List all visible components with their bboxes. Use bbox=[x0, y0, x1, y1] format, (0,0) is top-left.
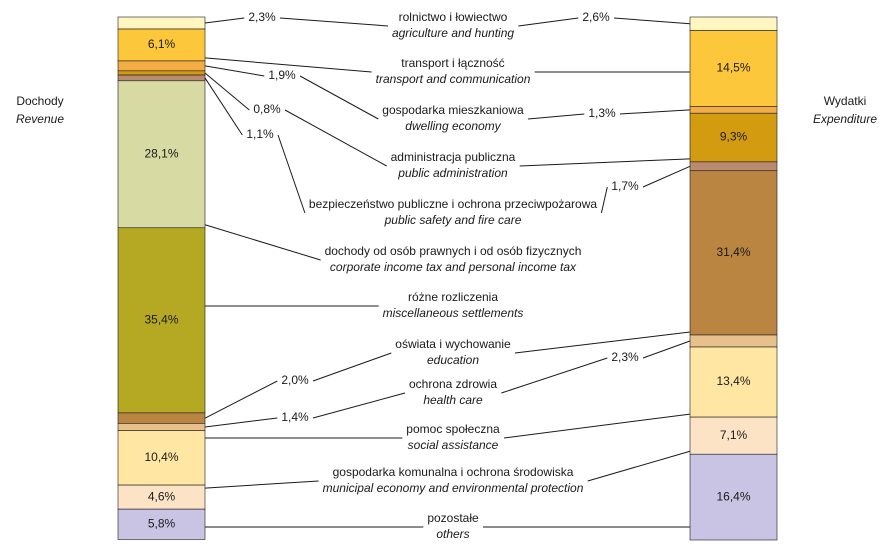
leader-line bbox=[514, 331, 691, 354]
leader-line bbox=[503, 413, 691, 439]
value-label: 28,1% bbox=[144, 146, 178, 160]
category-label: pozostałe bbox=[427, 511, 479, 525]
category-label: bezpieczeństwo publiczne i ochrona przec… bbox=[309, 197, 597, 211]
category-label: pomoc społeczna bbox=[406, 422, 500, 436]
segment bbox=[689, 161, 778, 172]
leader-line bbox=[204, 65, 265, 77]
segment bbox=[689, 30, 778, 107]
leader-line bbox=[204, 72, 250, 111]
segment bbox=[117, 430, 206, 486]
category-label-en: health care bbox=[423, 393, 483, 407]
segment bbox=[689, 453, 778, 541]
category-label: ochrona zdrowia bbox=[409, 377, 497, 391]
leader-line bbox=[312, 352, 392, 382]
series-name-en: Expenditure bbox=[813, 112, 877, 126]
leader-line bbox=[279, 17, 388, 27]
segment bbox=[117, 28, 206, 62]
leader-line bbox=[204, 224, 321, 261]
series-name-en: Revenue bbox=[16, 112, 64, 126]
value-label: 14,5% bbox=[716, 61, 750, 75]
segment bbox=[689, 170, 778, 336]
leader-line bbox=[642, 165, 691, 188]
segment bbox=[689, 16, 778, 31]
value-label: 2,0% bbox=[281, 373, 309, 387]
category-label: gospodarka komunalna i ochrona środowisk… bbox=[333, 465, 574, 479]
value-label: 1,7% bbox=[611, 179, 639, 193]
leader-line bbox=[312, 392, 406, 419]
value-label: 31,4% bbox=[716, 245, 750, 259]
value-label: 16,4% bbox=[716, 489, 750, 503]
category-label: dochody od osób prawnych i od osób fizyc… bbox=[325, 244, 582, 258]
category-label-en: transport and communication bbox=[376, 72, 531, 86]
segment bbox=[117, 423, 206, 431]
value-label: 5,8% bbox=[148, 516, 176, 530]
category-label-en: municipal economy and environmental prot… bbox=[323, 481, 584, 495]
leader-line bbox=[619, 109, 691, 115]
value-label: 35,4% bbox=[144, 313, 178, 327]
value-label: 1,3% bbox=[588, 106, 616, 120]
category-label: administracja publiczna bbox=[391, 150, 516, 164]
segment bbox=[117, 70, 206, 76]
category-label: różne rozliczenia bbox=[408, 290, 498, 304]
value-label: 1,4% bbox=[281, 410, 309, 424]
segment bbox=[689, 334, 778, 348]
value-label: 7,1% bbox=[720, 428, 748, 442]
leader-line bbox=[519, 158, 691, 167]
leader-line bbox=[204, 480, 319, 489]
leader-line bbox=[284, 109, 387, 167]
series-name: Wydatki bbox=[824, 94, 867, 108]
category-label: rolnictwo i łowiectwo bbox=[399, 10, 508, 24]
leader-line bbox=[527, 113, 585, 120]
value-label: 2,3% bbox=[248, 10, 276, 24]
segment bbox=[689, 106, 778, 114]
value-label: 13,4% bbox=[716, 374, 750, 388]
value-label: 6,1% bbox=[148, 37, 176, 51]
leader-line bbox=[518, 17, 579, 27]
series-name: Dochody bbox=[16, 94, 63, 108]
leader-line bbox=[204, 57, 372, 73]
category-label: gospodarka mieszkaniowa bbox=[382, 103, 524, 117]
category-label-en: corporate income tax and personal income… bbox=[330, 260, 577, 274]
category-label-en: agriculture and hunting bbox=[392, 26, 514, 40]
value-label: 1,1% bbox=[246, 127, 274, 141]
segment bbox=[117, 16, 206, 30]
segment bbox=[117, 412, 206, 424]
category-label-en: education bbox=[427, 353, 479, 367]
category-label-en: others bbox=[436, 527, 469, 541]
category-label-en: dwelling economy bbox=[405, 119, 501, 133]
value-label: 9,3% bbox=[720, 130, 748, 144]
segment bbox=[689, 346, 778, 418]
leader-line bbox=[204, 77, 243, 136]
leader-line bbox=[613, 17, 691, 25]
leader-line bbox=[204, 17, 245, 24]
leader-line bbox=[204, 417, 278, 428]
value-label: 10,4% bbox=[144, 450, 178, 464]
leader-line bbox=[501, 357, 608, 394]
segment bbox=[117, 508, 206, 540]
leader-line bbox=[600, 186, 608, 214]
category-label: oświata i wychowanie bbox=[395, 337, 511, 351]
segment bbox=[689, 416, 778, 455]
category-label-en: public safety and fire care bbox=[384, 213, 522, 227]
segment bbox=[689, 112, 778, 163]
leader-line bbox=[642, 340, 691, 359]
value-label: 2,3% bbox=[611, 350, 639, 364]
category-label-en: public administration bbox=[397, 166, 508, 180]
segment bbox=[117, 74, 206, 82]
value-label: 1,9% bbox=[268, 68, 296, 82]
segment bbox=[117, 80, 206, 229]
leader-line bbox=[299, 75, 379, 120]
category-label-en: social assistance bbox=[408, 438, 499, 452]
leader-line bbox=[587, 450, 691, 482]
leader-line bbox=[204, 380, 278, 419]
category-label-en: miscellaneous settlements bbox=[383, 306, 524, 320]
value-label: 0,8% bbox=[253, 102, 281, 116]
category-label: transport i łączność bbox=[401, 56, 504, 70]
leader-line bbox=[277, 134, 306, 214]
segment bbox=[117, 60, 206, 72]
value-label: 4,6% bbox=[148, 489, 176, 503]
value-label: 2,6% bbox=[582, 10, 610, 24]
